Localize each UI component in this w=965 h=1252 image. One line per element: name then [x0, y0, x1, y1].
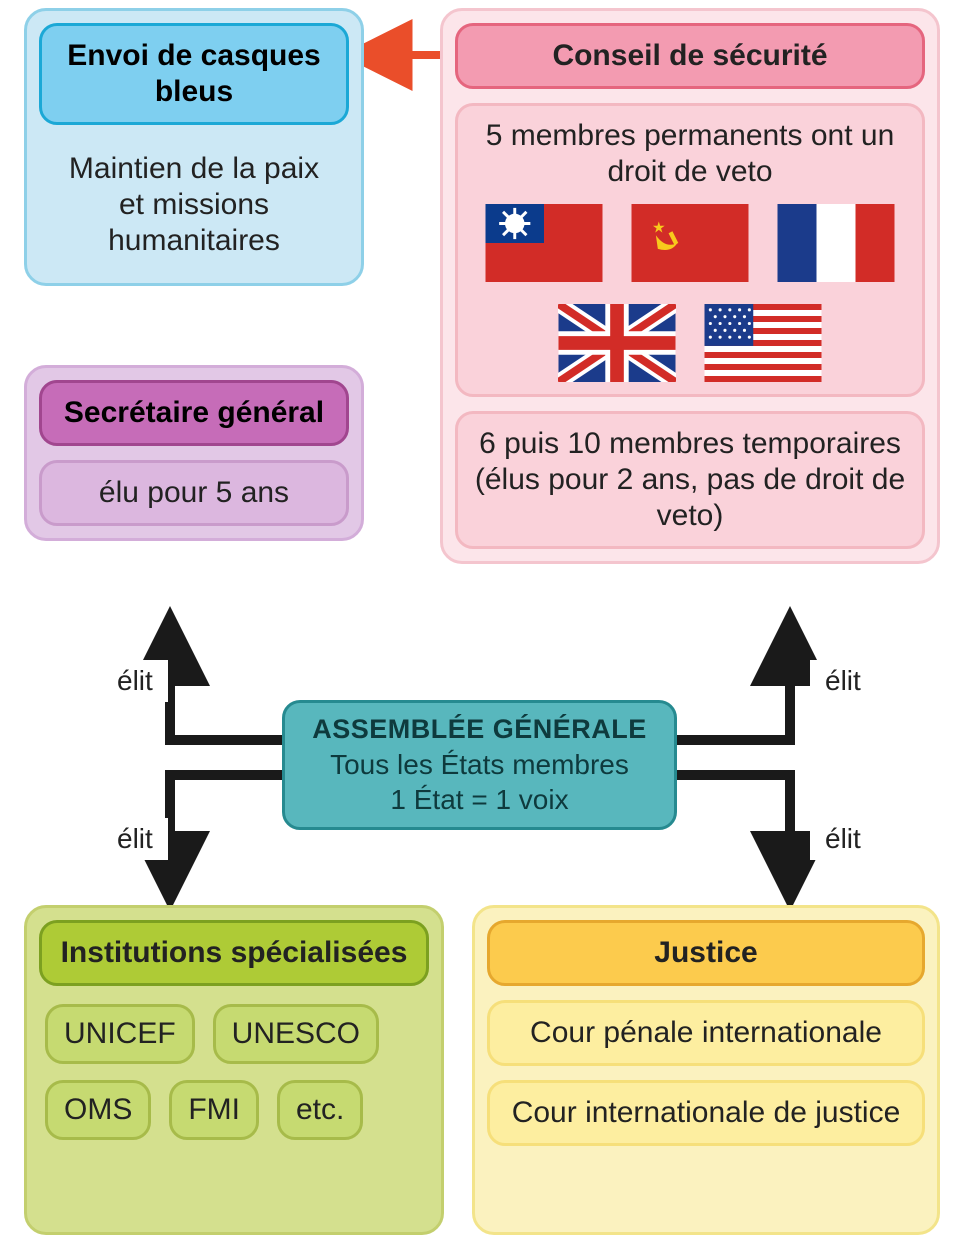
box-secretariat: Secrétaire général élu pour 5 ans [24, 365, 364, 541]
tag-unicef: UNICEF [45, 1004, 195, 1064]
box-general-assembly: ASSEMBLÉE GÉNÉRALE Tous les États membre… [282, 700, 677, 830]
flag-uk [558, 304, 676, 382]
box-security-council: Conseil de sécurité 5 membres permanents… [440, 8, 940, 564]
edge-label-security: élit [810, 660, 876, 702]
arrow-to-justice [670, 775, 790, 895]
security-permanent-text: 5 membres permanents ont un droit de vet… [472, 118, 908, 190]
assembly-line3: 1 État = 1 voix [303, 782, 656, 817]
justice-title: Justice [487, 920, 925, 986]
bluehelmets-title: Envoi de casques bleus [39, 23, 349, 125]
flag-china-roc [485, 204, 603, 282]
box-institutions: Institutions spécialisées UNICEF UNESCO … [24, 905, 444, 1235]
edge-label-justice: élit [810, 818, 876, 860]
flag-usa [704, 304, 822, 382]
justice-sub1: Cour pénale internationale [487, 1000, 925, 1066]
tag-fmi: FMI [169, 1080, 259, 1140]
flag-ussr [631, 204, 749, 282]
edge-label-secretariat: élit [102, 660, 168, 702]
secretariat-sub: élu pour 5 ans [39, 460, 349, 526]
institutions-tags: UNICEF UNESCO OMS FMI etc. [39, 1004, 429, 1146]
secretariat-title: Secrétaire général [39, 380, 349, 446]
security-title: Conseil de sécurité [455, 23, 925, 89]
tag-unesco: UNESCO [213, 1004, 379, 1064]
tag-oms: OMS [45, 1080, 151, 1140]
flag-france [777, 204, 895, 282]
box-justice: Justice Cour pénale internationale Cour … [472, 905, 940, 1235]
justice-sub2: Cour internationale de justice [487, 1080, 925, 1146]
assembly-line2: Tous les États membres [303, 747, 656, 782]
arrow-to-institutions [170, 775, 285, 895]
arrow-to-secretariat [170, 622, 285, 740]
edge-label-institutions: élit [102, 818, 168, 860]
security-temporary: 6 puis 10 membres temporaires (élus pour… [455, 411, 925, 549]
security-permanent: 5 membres permanents ont un droit de vet… [455, 103, 925, 397]
bluehelmets-sub: Maintien de la paix et missions humanita… [39, 139, 349, 271]
tag-etc: etc. [277, 1080, 363, 1140]
box-bluehelmets: Envoi de casques bleus Maintien de la pa… [24, 8, 364, 286]
institutions-title: Institutions spécialisées [39, 920, 429, 986]
arrow-to-security [670, 622, 790, 740]
assembly-line1: ASSEMBLÉE GÉNÉRALE [303, 713, 656, 747]
permanent-flags [472, 204, 908, 382]
